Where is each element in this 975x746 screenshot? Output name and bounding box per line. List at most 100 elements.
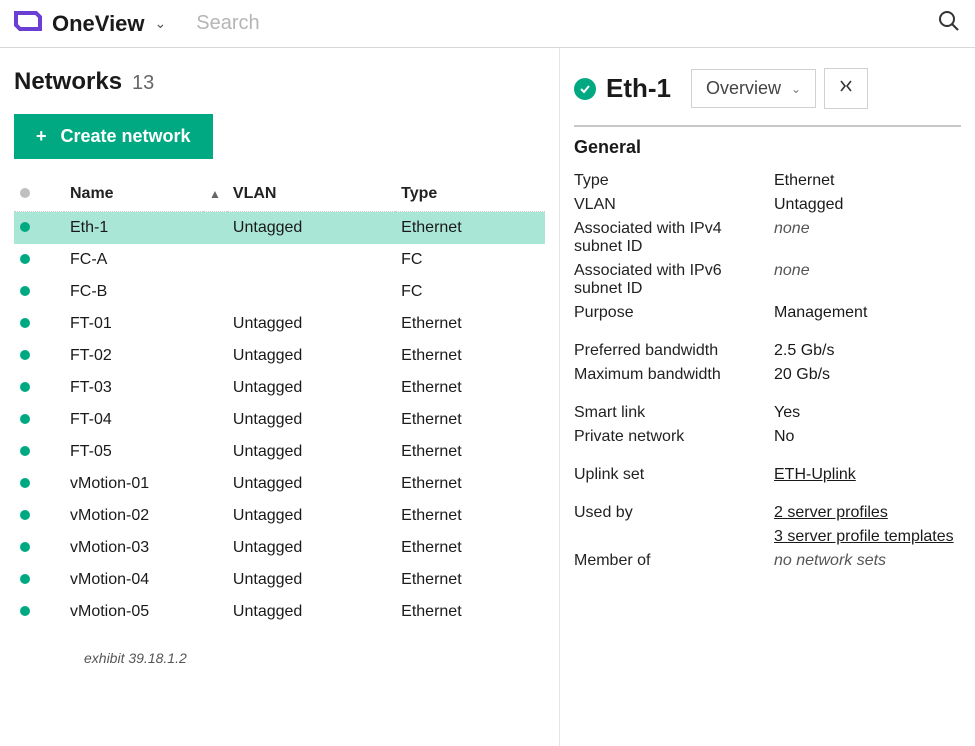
value-purpose: Management	[774, 304, 961, 322]
search-input[interactable]	[196, 12, 937, 35]
table-row[interactable]: vMotion-04UntaggedEthernet	[14, 564, 545, 596]
row-status	[14, 276, 64, 308]
value-member-of: no network sets	[774, 552, 961, 570]
value-used-by: 2 server profiles	[774, 504, 961, 522]
table-row[interactable]: FT-03UntaggedEthernet	[14, 372, 545, 404]
row-vlan: Untagged	[227, 340, 395, 372]
status-dot-icon	[20, 478, 30, 488]
value-private: No	[774, 428, 961, 446]
label-uplink: Uplink set	[574, 466, 774, 484]
col-status[interactable]	[14, 177, 64, 212]
chevron-down-icon: ⌄	[791, 82, 801, 96]
label-vlan: VLAN	[574, 196, 774, 214]
row-status	[14, 212, 64, 245]
row-name: Eth-1	[64, 212, 227, 245]
row-status	[14, 340, 64, 372]
row-name: vMotion-04	[64, 564, 227, 596]
label-used-by: Used by	[574, 504, 774, 522]
create-network-label: Create network	[61, 126, 191, 147]
networks-table: Name ▲ VLAN Type Eth-1UntaggedEthernetFC…	[14, 177, 545, 628]
col-type[interactable]: Type	[395, 177, 545, 212]
table-row[interactable]: FC-A FC	[14, 244, 545, 276]
used-by-templates-link[interactable]: 3 server profile templates	[774, 528, 954, 545]
status-dot-icon	[20, 606, 30, 616]
table-row[interactable]: FT-04UntaggedEthernet	[14, 404, 545, 436]
value-smart-link: Yes	[774, 404, 961, 422]
row-type: Ethernet	[395, 212, 545, 245]
view-selector[interactable]: Overview ⌄	[691, 69, 816, 108]
table-row[interactable]: FT-01UntaggedEthernet	[14, 308, 545, 340]
status-dot-icon	[20, 446, 30, 456]
app-menu-chevron-icon[interactable]: ⌄	[155, 15, 167, 32]
row-status	[14, 468, 64, 500]
row-vlan	[227, 244, 395, 276]
row-status	[14, 308, 64, 340]
table-row[interactable]: FT-05UntaggedEthernet	[14, 436, 545, 468]
status-dot-icon	[20, 254, 30, 264]
table-row[interactable]: vMotion-02UntaggedEthernet	[14, 500, 545, 532]
row-status	[14, 532, 64, 564]
row-vlan: Untagged	[227, 404, 395, 436]
col-vlan[interactable]: VLAN	[227, 177, 395, 212]
page-title: Networks	[14, 68, 122, 96]
table-row[interactable]: vMotion-01UntaggedEthernet	[14, 468, 545, 500]
networks-panel: Networks 13 + Create network Name ▲ VLAN…	[0, 48, 560, 746]
row-status	[14, 500, 64, 532]
row-name: vMotion-01	[64, 468, 227, 500]
label-smart-link: Smart link	[574, 404, 774, 422]
table-row[interactable]: vMotion-05UntaggedEthernet	[14, 596, 545, 628]
search-icon[interactable]	[937, 9, 961, 38]
row-name: vMotion-05	[64, 596, 227, 628]
actions-button[interactable]	[824, 68, 868, 109]
row-type: Ethernet	[395, 372, 545, 404]
value-vlan: Untagged	[774, 196, 961, 214]
uplink-link[interactable]: ETH-Uplink	[774, 466, 856, 483]
label-ipv6: Associated with IPv6 subnet ID	[574, 262, 774, 298]
row-vlan: Untagged	[227, 532, 395, 564]
status-dot-icon	[20, 222, 30, 232]
table-row[interactable]: vMotion-03UntaggedEthernet	[14, 532, 545, 564]
row-type: Ethernet	[395, 532, 545, 564]
detail-panel: Eth-1 Overview ⌄ General TypeEthernet VL…	[560, 48, 975, 746]
row-name: FT-03	[64, 372, 227, 404]
used-by-profiles-link[interactable]: 2 server profiles	[774, 504, 888, 521]
row-vlan: Untagged	[227, 468, 395, 500]
row-status	[14, 244, 64, 276]
row-name: FT-02	[64, 340, 227, 372]
status-dot-icon	[20, 414, 30, 424]
label-member-of: Member of	[574, 552, 774, 570]
table-row[interactable]: Eth-1UntaggedEthernet	[14, 212, 545, 245]
label-pref-bw: Preferred bandwidth	[574, 342, 774, 360]
row-name: vMotion-02	[64, 500, 227, 532]
networks-count: 13	[132, 72, 154, 95]
row-status	[14, 436, 64, 468]
value-type: Ethernet	[774, 172, 961, 190]
status-ok-icon	[574, 78, 596, 100]
row-type: FC	[395, 276, 545, 308]
table-row[interactable]: FT-02UntaggedEthernet	[14, 340, 545, 372]
row-status	[14, 404, 64, 436]
table-row[interactable]: FC-BFC	[14, 276, 545, 308]
section-general: General	[574, 137, 961, 158]
actions-icon	[837, 77, 855, 95]
row-vlan: Untagged	[227, 372, 395, 404]
row-vlan: Untagged	[227, 596, 395, 628]
status-dot-icon	[20, 382, 30, 392]
sort-asc-icon[interactable]: ▲	[203, 177, 227, 212]
row-vlan	[227, 276, 395, 308]
value-ipv6: none	[774, 262, 961, 298]
row-name: FT-01	[64, 308, 227, 340]
plus-icon: +	[36, 126, 47, 147]
value-ipv4: none	[774, 220, 961, 256]
row-name: FC-A	[64, 244, 227, 276]
create-network-button[interactable]: + Create network	[14, 114, 213, 159]
col-name[interactable]: Name	[64, 177, 203, 212]
status-dot-icon	[20, 542, 30, 552]
status-dot-icon	[20, 188, 30, 198]
row-vlan: Untagged	[227, 436, 395, 468]
label-type: Type	[574, 172, 774, 190]
row-name: FT-04	[64, 404, 227, 436]
row-type: Ethernet	[395, 308, 545, 340]
row-type: FC	[395, 244, 545, 276]
row-vlan: Untagged	[227, 500, 395, 532]
